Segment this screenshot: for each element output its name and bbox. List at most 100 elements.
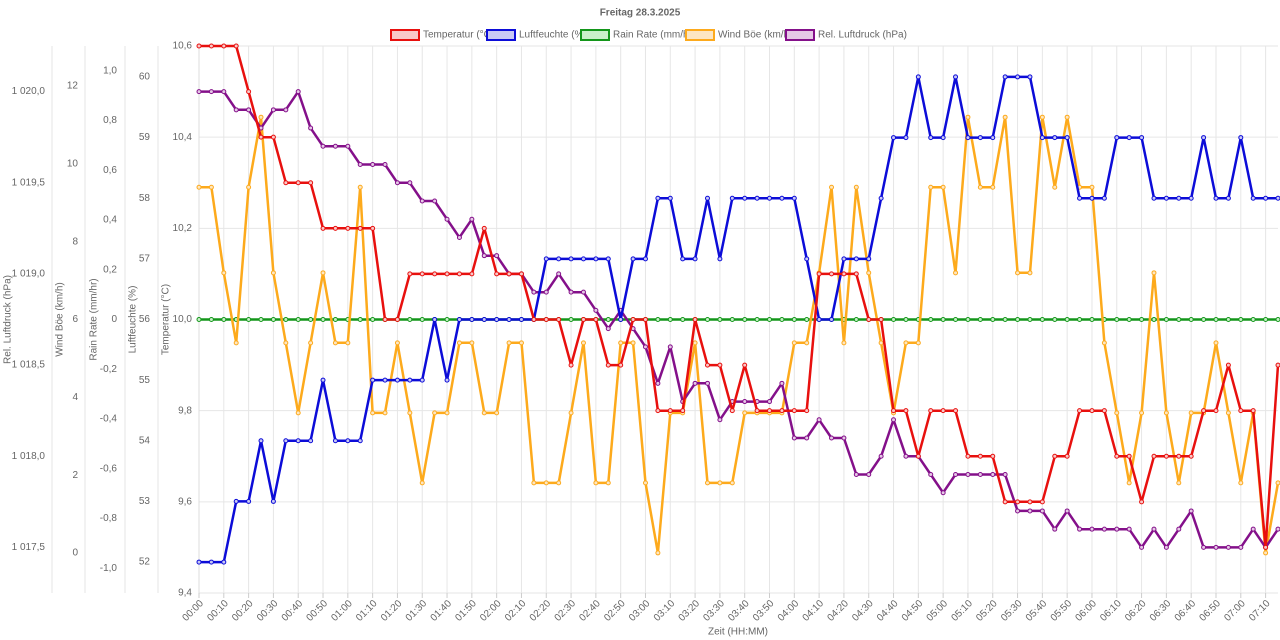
y-tick-label: 56 bbox=[139, 314, 151, 325]
data-point bbox=[977, 317, 983, 322]
data-point bbox=[878, 453, 884, 459]
y-tick-label: 60 bbox=[139, 72, 151, 83]
data-point bbox=[1176, 480, 1182, 486]
data-point bbox=[1163, 317, 1169, 322]
y-tick-label: 1,0 bbox=[103, 66, 117, 77]
data-point bbox=[841, 435, 847, 441]
x-tick-label: 01:30 bbox=[404, 598, 430, 624]
y-tick-label: 1 018,0 bbox=[12, 451, 46, 462]
data-point bbox=[531, 317, 537, 322]
data-point bbox=[1064, 114, 1070, 120]
data-point bbox=[1052, 135, 1058, 141]
data-point bbox=[1027, 499, 1033, 505]
data-point bbox=[953, 270, 959, 276]
data-point bbox=[370, 410, 376, 416]
data-point bbox=[246, 89, 252, 95]
x-tick-label: 06:40 bbox=[1173, 598, 1199, 624]
data-point bbox=[1027, 270, 1033, 276]
data-point bbox=[357, 184, 363, 190]
data-point bbox=[1064, 135, 1070, 141]
y-tick-label: 58 bbox=[139, 193, 151, 204]
data-point bbox=[270, 498, 276, 504]
data-point bbox=[704, 380, 710, 386]
data-point bbox=[1188, 317, 1194, 322]
series-line bbox=[199, 44, 1280, 549]
data-point bbox=[1002, 317, 1008, 322]
data-point bbox=[990, 135, 996, 141]
data-point bbox=[680, 408, 686, 414]
series-line bbox=[199, 75, 1278, 564]
x-tick-label: 05:30 bbox=[999, 598, 1025, 624]
data-point bbox=[246, 107, 252, 113]
data-point bbox=[605, 256, 611, 262]
data-point bbox=[965, 114, 971, 120]
data-point bbox=[568, 256, 574, 262]
data-point bbox=[1064, 453, 1070, 459]
data-point bbox=[1188, 410, 1194, 416]
data-point bbox=[1176, 317, 1182, 322]
data-point bbox=[655, 317, 661, 322]
x-tick-label: 00:10 bbox=[205, 598, 231, 624]
data-point bbox=[1151, 195, 1157, 201]
data-point bbox=[866, 471, 872, 477]
x-tick-label: 03:10 bbox=[652, 598, 678, 624]
data-point bbox=[1263, 550, 1269, 556]
data-point bbox=[1163, 544, 1169, 550]
data-point bbox=[729, 317, 735, 322]
data-point bbox=[270, 134, 276, 140]
data-point bbox=[1263, 317, 1269, 322]
chart-title: Freitag 28.3.2025 bbox=[600, 8, 681, 19]
data-point bbox=[891, 417, 897, 423]
data-point bbox=[419, 377, 425, 383]
data-point bbox=[655, 380, 661, 386]
y-tick-label: 0,4 bbox=[103, 215, 117, 226]
data-point bbox=[196, 317, 202, 322]
x-tick-label: 01:50 bbox=[453, 598, 479, 624]
data-point bbox=[953, 74, 959, 80]
data-point bbox=[1089, 526, 1095, 532]
data-point bbox=[1126, 135, 1132, 141]
data-point bbox=[1015, 499, 1021, 505]
data-point bbox=[258, 438, 264, 444]
x-tick-label: 02:40 bbox=[577, 598, 603, 624]
data-point bbox=[1052, 184, 1058, 190]
data-point bbox=[940, 490, 946, 496]
data-point bbox=[1015, 74, 1021, 80]
data-point bbox=[829, 184, 835, 190]
data-point bbox=[990, 453, 996, 459]
data-point bbox=[692, 380, 698, 386]
data-point bbox=[853, 317, 859, 322]
data-point bbox=[221, 270, 227, 276]
data-point bbox=[308, 125, 314, 131]
data-point bbox=[742, 410, 748, 416]
data-point bbox=[394, 317, 400, 322]
data-point bbox=[940, 317, 946, 322]
data-point bbox=[481, 410, 487, 416]
data-point bbox=[667, 195, 673, 201]
data-point bbox=[357, 438, 363, 444]
data-point bbox=[742, 317, 748, 322]
data-point bbox=[655, 195, 661, 201]
data-point bbox=[829, 271, 835, 277]
data-point bbox=[1213, 408, 1219, 414]
data-point bbox=[444, 377, 450, 383]
data-point bbox=[345, 340, 351, 346]
x-tick-label: 02:30 bbox=[553, 598, 579, 624]
x-tick-label: 03:00 bbox=[627, 598, 653, 624]
y-tick-label: 0 bbox=[72, 548, 78, 559]
data-point bbox=[903, 453, 909, 459]
series-line bbox=[199, 115, 1280, 555]
x-tick-label: 00:00 bbox=[181, 598, 207, 624]
data-point bbox=[1101, 195, 1107, 201]
x-tick-label: 07:10 bbox=[1247, 598, 1273, 624]
data-point bbox=[791, 408, 797, 414]
series-line bbox=[199, 90, 1280, 549]
data-point bbox=[642, 256, 648, 262]
data-point bbox=[382, 410, 388, 416]
data-point bbox=[556, 317, 562, 322]
data-point bbox=[1263, 544, 1269, 550]
data-point bbox=[345, 438, 351, 444]
x-tick-label: 01:20 bbox=[379, 598, 405, 624]
x-tick-label: 04:10 bbox=[801, 598, 827, 624]
x-tick-label: 04:40 bbox=[875, 598, 901, 624]
